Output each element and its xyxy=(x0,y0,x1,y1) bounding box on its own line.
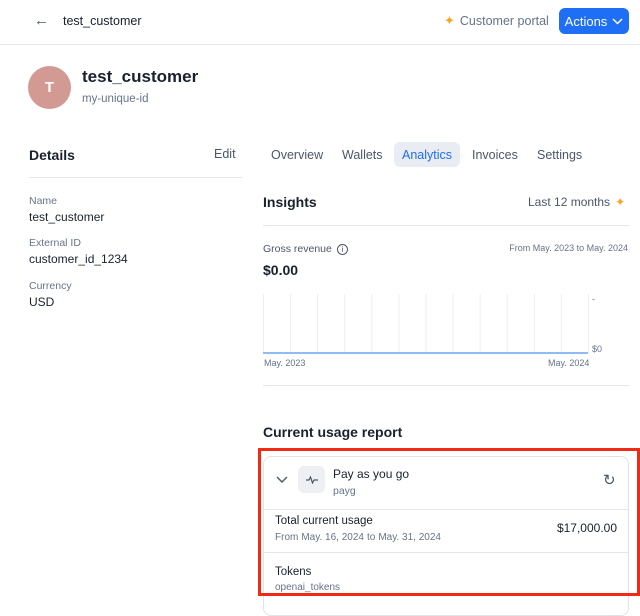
tab-settings[interactable]: Settings xyxy=(537,147,583,162)
chevron-down-icon xyxy=(612,17,623,25)
divider xyxy=(29,177,242,178)
metric-code: openai_tokens xyxy=(275,582,341,593)
period-label: Last 12 months xyxy=(528,195,611,209)
sparkle-icon: ✦ xyxy=(444,13,455,28)
total-usage-label: Total current usage xyxy=(275,515,373,527)
divider xyxy=(263,385,629,386)
tab-overview[interactable]: Overview xyxy=(271,147,324,162)
actions-label: Actions xyxy=(564,13,608,29)
actions-button[interactable]: Actions xyxy=(559,8,629,34)
period-selector[interactable]: Last 12 months ✦ xyxy=(528,195,625,209)
y-tick-label: - xyxy=(592,294,595,304)
refresh-icon[interactable]: ↻ xyxy=(603,472,616,489)
to-label: to xyxy=(366,532,376,543)
y-tick-label: $0 xyxy=(592,344,603,354)
divider xyxy=(264,552,628,553)
avatar-initial: T xyxy=(44,79,55,96)
usage-period: From May. 16, 2024 to May. 31, 2024 xyxy=(275,532,441,543)
field-value: test_customer xyxy=(29,210,105,224)
plan-code: payg xyxy=(333,485,356,497)
date-to: May. 31, 2024 xyxy=(378,532,441,543)
usage-card: Pay as you go payg ↻ Total current usage… xyxy=(263,456,629,616)
field-label: Currency xyxy=(29,280,72,292)
divider xyxy=(263,225,629,226)
tab-wallets[interactable]: Wallets xyxy=(342,147,383,162)
range-text: From May. 2023 to May. 2024 xyxy=(509,243,628,253)
top-bar xyxy=(0,0,640,45)
metric-label-text: Gross revenue xyxy=(263,243,332,255)
info-icon[interactable]: i xyxy=(336,243,348,255)
customer-portal-button[interactable]: ✦ Customer portal xyxy=(444,13,549,29)
plan-name: Pay as you go xyxy=(333,467,410,481)
edit-button[interactable]: Edit xyxy=(214,147,236,161)
pulse-icon xyxy=(298,466,325,493)
customer-portal-label: Customer portal xyxy=(459,14,549,28)
revenue-total: $0.00 xyxy=(263,262,299,278)
divider xyxy=(264,509,628,510)
sparkle-icon: ✦ xyxy=(615,195,626,209)
usage-title: Current usage report xyxy=(263,424,403,440)
back-arrow-icon[interactable]: ← xyxy=(34,12,49,29)
avatar: T xyxy=(28,66,71,109)
field-value: customer_id_1234 xyxy=(29,252,128,266)
field-value: USD xyxy=(29,295,55,309)
from-label: From xyxy=(275,532,299,543)
date-from: May. 16, 2024 xyxy=(301,532,364,543)
insights-title: Insights xyxy=(263,194,317,210)
chevron-down-icon[interactable] xyxy=(276,471,288,489)
metric-label: Gross revenue i xyxy=(263,243,348,255)
header-title: test_customer xyxy=(63,14,142,28)
customer-name: test_customer xyxy=(82,67,199,86)
tab-invoices[interactable]: Invoices xyxy=(472,147,518,162)
revenue-chart xyxy=(263,294,589,354)
details-title: Details xyxy=(29,147,75,163)
x-tick-label: May. 2023 xyxy=(264,358,306,368)
field-label: Name xyxy=(29,195,58,207)
metric-name: Tokens xyxy=(275,566,312,578)
tab-analytics[interactable]: Analytics xyxy=(394,142,461,167)
customer-slug: my-unique-id xyxy=(82,93,149,105)
x-tick-label: May. 2024 xyxy=(548,358,590,368)
total-usage-amount: $17,000.00 xyxy=(556,521,617,535)
field-label: External ID xyxy=(29,237,81,249)
